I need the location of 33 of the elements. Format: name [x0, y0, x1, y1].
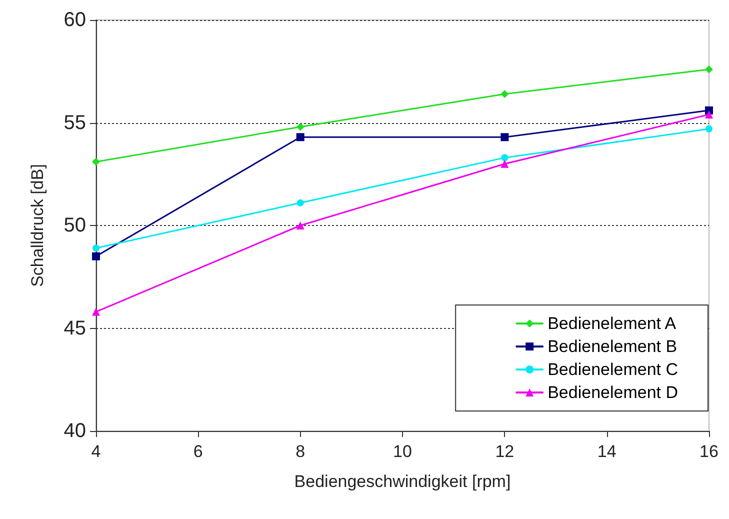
point — [500, 133, 509, 142]
x-axis-title: Bediengeschwindigkeit [rpm] — [294, 472, 511, 491]
y-axis-title: Schalldruck [dB] — [28, 164, 47, 287]
x-tick-label: 14 — [597, 442, 616, 461]
legend-label: Bedienelement D — [548, 383, 678, 402]
point — [92, 244, 100, 252]
point — [296, 199, 304, 206]
y-tick-label: 45 — [64, 317, 86, 340]
point — [92, 308, 100, 316]
y-tick-label: 55 — [64, 112, 86, 134]
legend-label: Bedienelement B — [548, 337, 678, 356]
x-tick-label: 8 — [296, 442, 306, 461]
x-tick-label: 10 — [393, 442, 412, 461]
y-tick-label: 50 — [64, 214, 86, 236]
point — [501, 154, 508, 162]
x-tick-label: 16 — [700, 442, 718, 461]
point — [296, 222, 304, 230]
point — [92, 158, 100, 166]
point — [92, 252, 100, 260]
x-tick-label: 4 — [91, 442, 101, 461]
point — [705, 110, 713, 119]
legend-label: Bedienelement A — [548, 314, 677, 333]
point — [500, 90, 509, 98]
point — [706, 125, 712, 132]
y-tick-label: 40 — [64, 420, 86, 442]
point — [296, 133, 304, 142]
point — [296, 122, 304, 131]
point — [705, 65, 713, 74]
point — [500, 160, 509, 168]
legend-label: Bedienelement C — [548, 360, 678, 379]
x-tick-label: 12 — [495, 442, 514, 461]
x-tick-label: 6 — [193, 442, 203, 461]
y-tick-label: 60 — [64, 9, 86, 31]
